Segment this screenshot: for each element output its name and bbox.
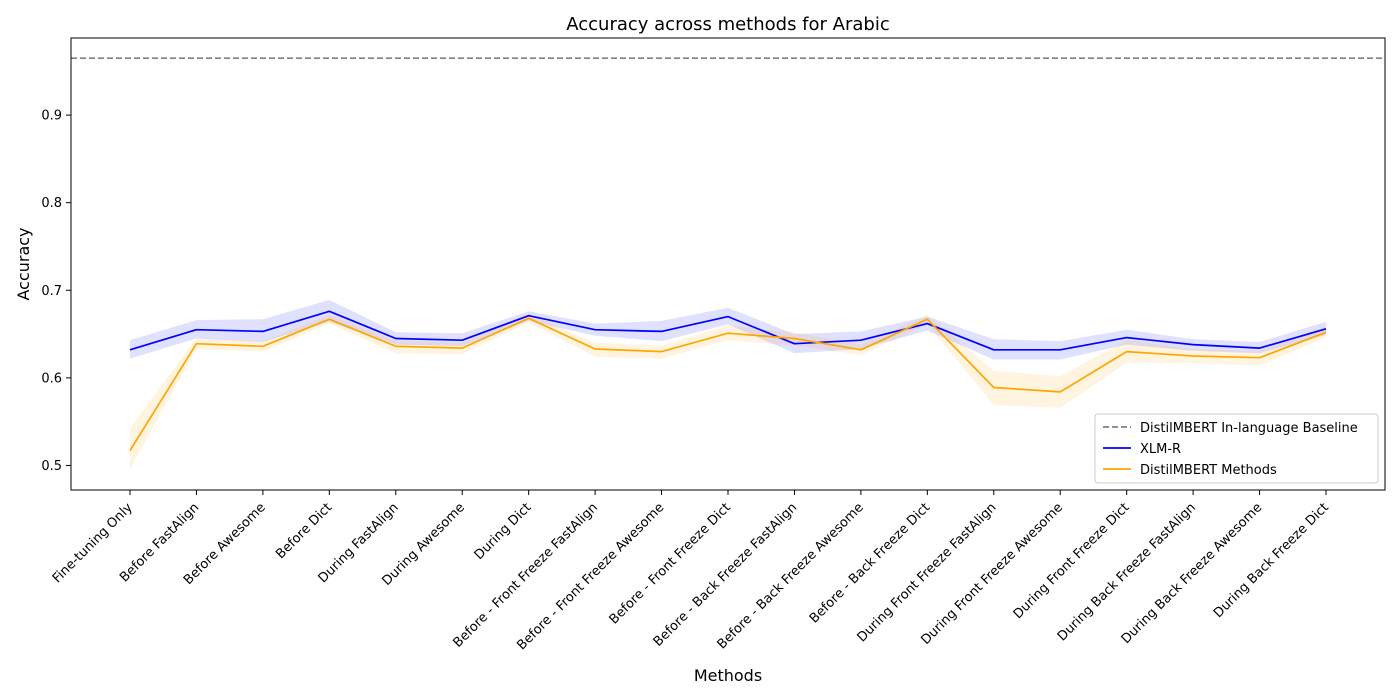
y-tick-label: 0.6 — [41, 371, 62, 386]
legend-label: XLM-R — [1140, 442, 1181, 457]
x-tick-label: Before - Back Freeze Dict — [807, 500, 933, 626]
x-tick-label: During Back Freeze Awesome — [1119, 500, 1266, 647]
x-tick-label: During Front Freeze Awesome — [918, 500, 1066, 648]
x-tick-label: During Front Freeze FastAlign — [855, 500, 1000, 645]
y-axis-label: Accuracy — [14, 227, 33, 300]
legend: DistilMBERT In-language Baseline XLM-R Dis… — [1094, 413, 1379, 484]
series-band-0 — [130, 299, 1326, 360]
series-lines — [129, 310, 1327, 452]
y-tick-label: 0.7 — [41, 284, 62, 299]
confidence-bands — [130, 299, 1326, 469]
x-tick-label: Before Dict — [273, 500, 335, 562]
x-tick-label: During Back Freeze FastAlign — [1055, 500, 1199, 644]
x-tick-label: Before - Back Freeze Awesome — [715, 500, 867, 652]
legend-label: DistilMBERT In-language Baseline — [1140, 421, 1358, 436]
x-tick-label: Before - Front Freeze Dict — [607, 500, 734, 627]
y-tick-label: 0.5 — [41, 459, 62, 474]
series-band-1 — [130, 313, 1326, 469]
y-tick-label: 0.9 — [41, 109, 62, 124]
x-tick-label: During Front Freeze Dict — [1011, 500, 1133, 622]
x-tick-label: During Back Freeze Dict — [1211, 500, 1332, 621]
x-tick-label: Before - Front Freeze Awesome — [514, 500, 667, 653]
x-tick-label: Before - Back Freeze FastAlign — [651, 500, 800, 649]
x-tick-label: During Dict — [472, 500, 535, 563]
x-axis-label: Methods — [694, 666, 762, 685]
y-axis: 0.5 0.6 0.7 0.8 0.9 — [41, 109, 71, 474]
legend-label: DistilMBERT Methods — [1140, 463, 1277, 478]
series-line-0 — [129, 310, 1327, 351]
x-tick-label: Before - Front Freeze FastAlign — [451, 500, 601, 650]
legend-frame — [1094, 413, 1379, 484]
y-tick-label: 0.8 — [41, 196, 62, 211]
series-line-1 — [129, 317, 1327, 452]
chart-title: Accuracy across methods for Arabic — [566, 14, 889, 35]
